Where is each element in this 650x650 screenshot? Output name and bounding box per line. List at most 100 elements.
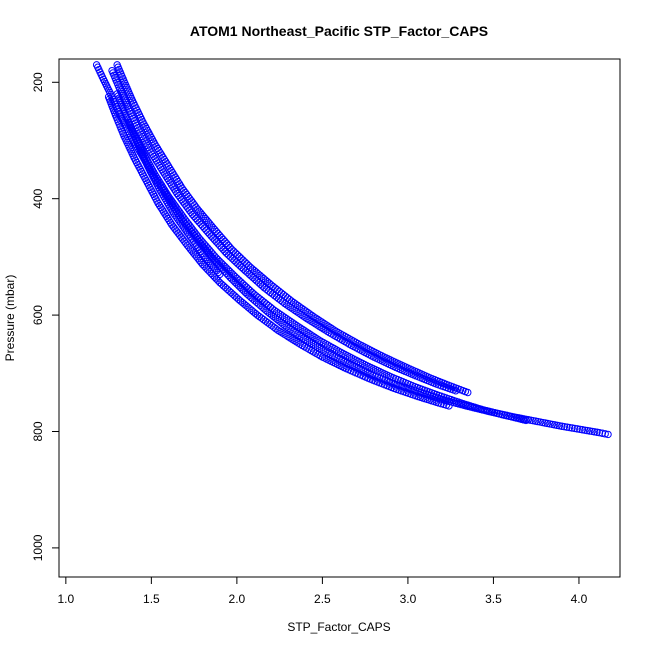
series-4	[113, 90, 530, 425]
data-point-fill	[278, 329, 286, 337]
data-point-fill	[317, 323, 325, 332]
data-point-fill	[210, 236, 219, 244]
data-point	[464, 388, 472, 397]
data-point	[205, 230, 214, 238]
data-point	[241, 267, 250, 275]
data-point-fill	[192, 214, 200, 223]
data-point-fill	[254, 278, 263, 287]
series-5	[104, 93, 453, 410]
data-point-fill	[232, 258, 240, 266]
data-point-fill	[313, 321, 321, 329]
data-point-fill	[190, 212, 198, 221]
data-point	[301, 335, 309, 344]
data-point	[522, 416, 530, 425]
data-point-fill	[212, 238, 221, 246]
data-point-fill	[217, 280, 226, 288]
x-tick-label: 1.5	[143, 592, 160, 606]
x-axis-label: STP_Factor_CAPS	[287, 620, 390, 634]
data-point-fill	[230, 256, 238, 265]
data-point	[558, 422, 566, 430]
data-point-fill	[311, 319, 319, 328]
data-point-fill	[204, 228, 212, 236]
data-point-fill	[292, 337, 300, 346]
series-6	[125, 119, 224, 279]
data-point-fill	[243, 268, 252, 277]
data-point	[452, 387, 460, 395]
y-axis-label: Pressure (mbar)	[3, 275, 17, 362]
x-axis: 1.0 1.5 2.0 2.5 3.0 3.5 4.0	[57, 576, 588, 606]
data-point-fill	[321, 326, 329, 334]
data-point-fill	[237, 263, 246, 272]
data-point	[604, 430, 612, 439]
data-point-fill	[200, 224, 209, 232]
data-point-fill	[227, 288, 235, 297]
data-point-fill	[225, 287, 233, 295]
data-point	[274, 326, 282, 334]
data-point-fill	[229, 290, 237, 299]
data-point	[578, 426, 587, 434]
data-point-fill	[303, 337, 312, 345]
data-point-fill	[288, 335, 296, 343]
data-point-fill	[315, 322, 323, 330]
data-point-fill	[581, 426, 589, 434]
y-axis: 200 400 600 800 1000	[31, 72, 60, 561]
data-points	[92, 61, 612, 439]
data-point-fill	[323, 327, 331, 335]
data-point-fill	[223, 285, 232, 293]
data-point-fill	[198, 222, 207, 230]
data-point-fill	[276, 327, 284, 336]
data-point-fill	[282, 331, 290, 340]
data-point-fill	[305, 316, 313, 324]
data-point-fill	[313, 335, 321, 343]
data-point-fill	[570, 424, 579, 433]
data-point-fill	[286, 334, 294, 342]
data-point-fill	[560, 422, 569, 431]
data-point	[595, 428, 604, 437]
data-point-fill	[249, 273, 257, 282]
data-point-fill	[251, 275, 259, 283]
data-point-fill	[294, 339, 302, 347]
data-point-fill	[197, 220, 205, 228]
data-point-fill	[583, 426, 591, 435]
data-point-fill	[284, 332, 292, 341]
x-tick-label: 3.5	[485, 592, 502, 606]
data-point-fill	[245, 270, 253, 278]
data-point-fill	[214, 268, 222, 277]
series-1	[92, 61, 612, 439]
data-point-fill	[290, 336, 298, 345]
data-point-fill	[601, 430, 609, 438]
data-point-fill	[573, 425, 581, 433]
data-point-fill	[216, 242, 224, 250]
y-tick-label: 800	[31, 421, 45, 441]
data-point	[222, 249, 231, 258]
data-point-fill	[234, 260, 242, 268]
data-point-fill	[280, 330, 288, 338]
data-point-fill	[576, 425, 584, 434]
series-2	[113, 61, 472, 397]
data-point-fill	[319, 325, 327, 333]
y-tick-label: 400	[31, 188, 45, 208]
data-point	[303, 314, 311, 323]
data-point-fill	[588, 427, 596, 436]
data-point-fill	[253, 277, 261, 285]
data-point-fill	[305, 338, 314, 346]
data-point-fill	[195, 218, 203, 227]
data-point-fill	[307, 317, 315, 325]
data-point-fill	[221, 283, 230, 292]
series-3	[108, 66, 460, 395]
data-point-fill	[214, 240, 222, 248]
y-tick-label: 200	[31, 72, 45, 92]
data-point-fill	[219, 282, 228, 290]
data-point-fill	[224, 251, 233, 259]
data-point-fill	[565, 423, 574, 432]
y-tick-label: 600	[31, 305, 45, 325]
data-point-fill	[226, 253, 235, 261]
data-point-fill	[598, 429, 607, 437]
data-point-fill	[256, 280, 265, 289]
data-point-fill	[209, 234, 217, 242]
data-point	[216, 270, 224, 279]
x-tick-label: 2.5	[314, 592, 331, 606]
data-point-fill	[309, 318, 317, 327]
data-point-fill	[231, 292, 239, 300]
